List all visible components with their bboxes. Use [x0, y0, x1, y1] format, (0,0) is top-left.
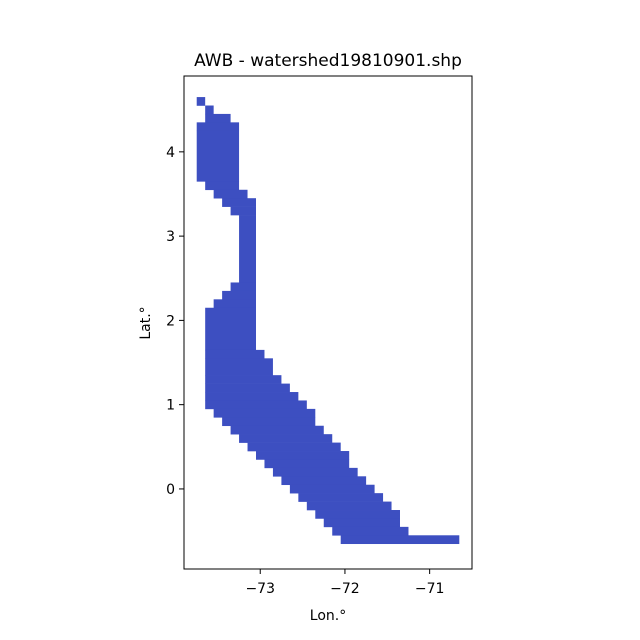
y-tick-label: 4	[166, 145, 175, 161]
watershed-cell-row	[205, 400, 307, 410]
watershed-cell-row	[205, 383, 290, 393]
watershed-cell-row	[332, 526, 409, 536]
watershed-cell-row	[230, 206, 256, 216]
watershed-cell-row	[230, 425, 324, 435]
watershed-cell-row	[272, 467, 358, 477]
watershed-cell-row	[222, 198, 256, 207]
watershed-cell-row	[213, 299, 256, 309]
watershed-cell-row	[196, 97, 206, 106]
x-tick-label: −72	[330, 581, 360, 597]
watershed-cell-row	[239, 215, 256, 283]
y-axis: 0 1 2 3 4	[166, 145, 184, 498]
watershed-cell-row	[205, 392, 299, 401]
y-tick-label: 1	[166, 398, 175, 414]
y-axis-label: Lat.°	[138, 306, 154, 339]
watershed-cell-row	[315, 510, 400, 519]
y-tick-label: 0	[166, 482, 175, 498]
watershed-cells	[196, 97, 460, 545]
watershed-cell-row	[213, 189, 248, 199]
watershed-cell-row	[205, 105, 214, 115]
watershed-cell-row	[205, 349, 265, 359]
watershed-cell-row	[205, 375, 282, 384]
watershed-cell-row	[230, 282, 256, 292]
x-axis-label: Lon.°	[310, 608, 346, 624]
watershed-cell-row	[289, 484, 375, 494]
watershed-cell-row	[222, 417, 316, 427]
watershed-cell-row	[222, 290, 256, 300]
plot-frame	[183, 75, 473, 570]
watershed-cell-row	[213, 408, 316, 418]
watershed-cell-row	[281, 476, 367, 486]
watershed-cell-row	[298, 493, 384, 502]
x-tick-label: −73	[245, 581, 275, 597]
watershed-cell-row	[264, 459, 350, 469]
watershed-cell-row	[196, 122, 240, 132]
watershed-cell-row	[323, 518, 400, 528]
watershed-cell-row	[205, 113, 231, 123]
watershed-cell-row	[256, 451, 350, 460]
watershed-cell-row	[196, 130, 240, 182]
watershed-cell-row	[205, 358, 273, 376]
watershed-cell-row	[205, 307, 256, 351]
watershed-cell-row	[306, 501, 392, 511]
watershed-cell-row	[239, 434, 333, 443]
x-axis: −73 −72 −71	[245, 569, 444, 597]
watershed-cell-row	[247, 442, 341, 452]
x-tick-label: −71	[415, 581, 445, 597]
y-tick-label: 2	[166, 313, 175, 329]
watershed-cell-row	[340, 535, 460, 545]
chart-title: AWB - watershed19810901.shp	[194, 51, 462, 71]
y-tick-label: 3	[166, 229, 175, 245]
watershed-cell-row	[205, 181, 240, 191]
